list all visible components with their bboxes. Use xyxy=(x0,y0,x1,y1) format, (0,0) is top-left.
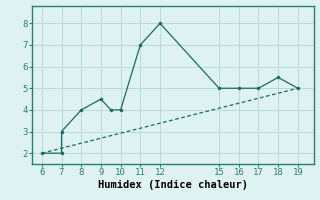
X-axis label: Humidex (Indice chaleur): Humidex (Indice chaleur) xyxy=(98,180,248,190)
